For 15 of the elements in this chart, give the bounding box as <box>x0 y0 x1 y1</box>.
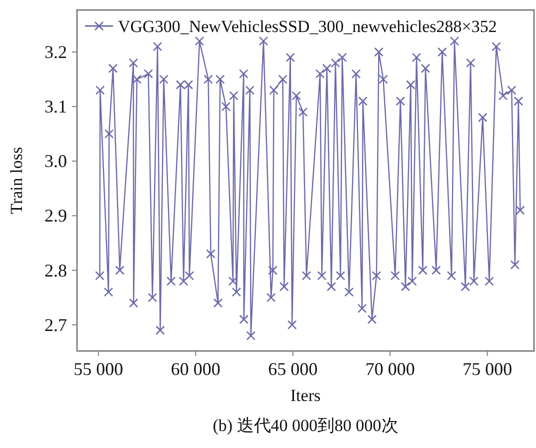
y-tick-label: 2.9 <box>44 206 67 226</box>
legend-item: VGG300_NewVehiclesSSD_300_newvehicles288×352 <box>85 17 497 36</box>
text: (b) 迭代40 000到80 000次 <box>212 416 398 435</box>
y-axis-title: Train loss <box>7 147 26 214</box>
x-tick-label: 75 000 <box>462 359 512 379</box>
x-axis-title: Iters <box>290 386 321 405</box>
x-tick-label: 65 000 <box>268 359 318 379</box>
x-tick-label: 70 000 <box>365 359 415 379</box>
y-tick-label: 3.1 <box>44 96 67 117</box>
y-tick-label: 2.8 <box>44 260 67 280</box>
x-tick-label: 60 000 <box>170 359 220 379</box>
x-tick-label: 55 000 <box>74 359 124 379</box>
y-tick-label: 3.2 <box>44 42 67 62</box>
y-tick-label: 2.7 <box>44 314 67 335</box>
y-tick-label: 3.0 <box>44 151 67 172</box>
